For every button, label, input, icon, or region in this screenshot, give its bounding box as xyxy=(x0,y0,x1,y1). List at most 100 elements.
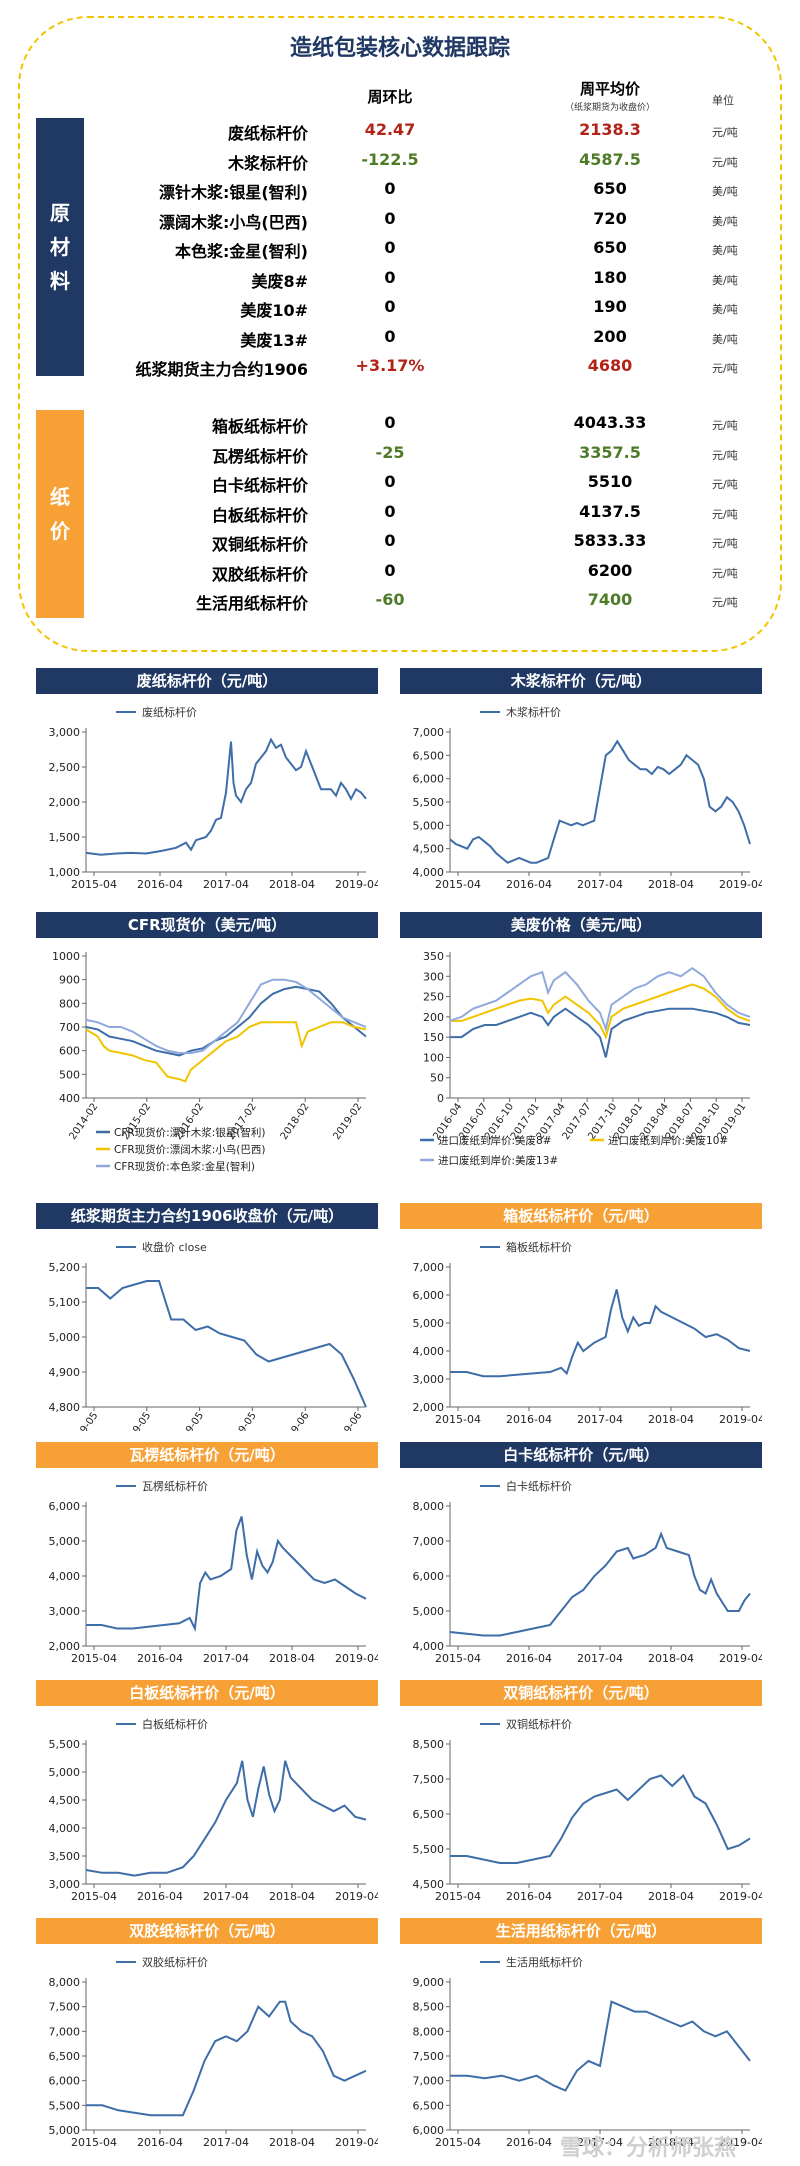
x-tick-label: 2015-04 xyxy=(71,2136,117,2149)
x-tick-label: 2017-04 xyxy=(577,1652,623,1665)
y-tick-label: 6,000 xyxy=(413,1570,445,1583)
y-tick-label: 100 xyxy=(423,1051,444,1064)
legend-label: 白板纸标杆价 xyxy=(142,1717,208,1731)
y-tick-label: 5,500 xyxy=(49,1738,81,1751)
y-tick-label: 350 xyxy=(423,950,444,963)
row-unit: 元/吨 xyxy=(712,155,738,169)
y-tick-label: 5,500 xyxy=(413,1843,445,1856)
x-tick-label: 2015-04 xyxy=(71,1890,117,1903)
x-tick-label: 2016-04 xyxy=(506,1413,552,1426)
x-tick-label: 2017-04 xyxy=(203,1652,249,1665)
legend-label: 进口废纸到岸价:美废13# xyxy=(438,1154,558,1167)
y-tick-label: 2,500 xyxy=(49,761,81,774)
group-raw-materials: 原 材 料 xyxy=(36,118,84,376)
y-tick-label: 50 xyxy=(430,1072,444,1085)
chart-svg: 双铜纸标杆价 4,500 5,500 6,500 7,500 8,500 2015-04 20… xyxy=(413,1717,763,1903)
x-tick-label: 2015-04 xyxy=(435,878,481,891)
chart-title: 白板纸标杆价（元/吨） xyxy=(36,1680,378,1706)
row-avg-value: 650 xyxy=(593,238,627,257)
x-tick-label: 2015-04 xyxy=(435,1652,481,1665)
row-change-value: +3.17% xyxy=(355,356,425,375)
series-line-0 xyxy=(86,2000,367,2117)
row-unit: 元/吨 xyxy=(712,362,738,375)
y-tick-label: 1,000 xyxy=(49,866,81,879)
y-tick-label: 7,000 xyxy=(49,2025,81,2038)
legend-label: CFR现货价:漂阔木浆:小鸟(巴西) xyxy=(114,1143,265,1156)
series-line-0 xyxy=(449,1531,751,1637)
x-tick-label: 2019-04 xyxy=(719,1890,762,1903)
chart-panel-ivoryboard: 白卡纸标杆价（元/吨） 白卡纸标杆价 4,000 5,000 6,000 7,000 8,0… xyxy=(400,1442,762,1670)
y-tick-label: 6,000 xyxy=(413,1289,445,1302)
y-tick-label: 3,000 xyxy=(413,1373,445,1386)
x-tick-label: 2018-04 xyxy=(269,1890,315,1903)
x-tick-label: 2019-04 xyxy=(335,1890,378,1903)
row-unit: 元/吨 xyxy=(712,596,738,609)
y-tick-label: 5,000 xyxy=(49,1535,81,1548)
series-line-2 xyxy=(85,978,367,1054)
chart-panel-wastepaper: 废纸标杆价（元/吨） 废纸标杆价 1,000 1,500 2,000 2,500 3,000… xyxy=(36,668,378,896)
series-line-0 xyxy=(450,1007,751,1058)
row-label: 漂阔木浆:小鸟(巴西) xyxy=(158,212,308,232)
series-line-0 xyxy=(85,737,367,856)
x-tick-label: 2019-04 xyxy=(335,878,378,891)
row-unit: 元/吨 xyxy=(712,478,738,491)
row-avg-value: 720 xyxy=(593,208,627,228)
chart-panel-coated: 双铜纸标杆价（元/吨） 双铜纸标杆价 4,500 5,500 6,500 7,500 8,5… xyxy=(400,1680,762,1908)
x-tick-label: 2015-04 xyxy=(71,1652,117,1665)
y-tick-label: 2,000 xyxy=(49,1640,81,1653)
chart-svg: 0501001502002503003502016-042016-072016-… xyxy=(420,950,751,1167)
y-tick-label: 5,500 xyxy=(413,796,445,809)
x-tick-label: 2018-04 xyxy=(269,878,315,891)
legend-label: 生活用纸标杆价 xyxy=(506,1955,583,1969)
row-unit: 美/吨 xyxy=(712,185,738,198)
row-avg-value: 4043.33 xyxy=(573,413,647,432)
series-line-2 xyxy=(449,966,751,1033)
y-tick-label: 7,000 xyxy=(413,726,445,739)
x-tick-label: 2018-04 xyxy=(648,1652,694,1665)
y-tick-label: 8,000 xyxy=(413,1500,445,1513)
legend-label: CFR现货价:本色浆:金星(智利) xyxy=(114,1160,255,1173)
legend-label: 双铜纸标杆价 xyxy=(506,1717,572,1731)
legend-label: 箱板纸标杆价 xyxy=(506,1240,572,1254)
y-tick-label: 8,000 xyxy=(413,2025,445,2038)
y-tick-label: 0 xyxy=(437,1092,444,1105)
chart-svg: 白卡纸标杆价 4,000 5,000 6,000 7,000 8,000 2015-04 20… xyxy=(413,1479,763,1665)
y-tick-label: 3,000 xyxy=(49,726,81,739)
y-tick-label: 5,000 xyxy=(49,1331,81,1344)
x-tick-label: 2019-06 xyxy=(279,1410,312,1431)
row-unit: 美/吨 xyxy=(712,303,738,316)
group-raw-char: 原 xyxy=(50,201,70,225)
chart-title: 生活用纸标杆价（元/吨） xyxy=(400,1918,762,1944)
group-raw-char: 材 xyxy=(50,235,70,259)
chart-panel-tissue: 生活用纸标杆价（元/吨） 生活用纸标杆价 6,000 6,500 7,000 7,500 8… xyxy=(400,1918,762,2154)
row-label: 漂针木浆:银星(智利) xyxy=(158,183,308,202)
y-tick-label: 7,000 xyxy=(413,1535,445,1548)
y-tick-label: 900 xyxy=(59,974,80,987)
y-tick-label: 4,000 xyxy=(413,866,445,879)
row-change-value: 0 xyxy=(384,413,396,432)
y-tick-label: 2,000 xyxy=(413,1401,445,1414)
row-change-value: 0 xyxy=(384,238,396,257)
group-paper-char: 价 xyxy=(50,519,70,543)
series-line-0 xyxy=(86,1516,367,1632)
x-tick-label: 2015-04 xyxy=(435,2136,481,2149)
x-tick-label: 2017-04 xyxy=(577,1413,623,1426)
x-tick-label: 2017-04 xyxy=(577,1890,623,1903)
x-tick-label: 2019-04 xyxy=(335,2136,378,2149)
chart-panel-cfr: CFR现货价（美元/吨） 400 500 600 700 800 900 1000 2014-0… xyxy=(36,912,378,1184)
row-change-value: 0 xyxy=(384,208,396,228)
watermark: 雪球：分析师张燕 xyxy=(560,2136,737,2161)
row-label: 白板纸标杆价 xyxy=(211,505,308,525)
row-change-value: 0 xyxy=(384,297,396,316)
chart-title: 纸浆期货主力合约1906收盘价（元/吨） xyxy=(36,1203,378,1229)
series-line-0 xyxy=(450,1289,751,1378)
y-tick-label: 800 xyxy=(59,997,80,1010)
row-label: 瓦楞纸标杆价 xyxy=(211,446,308,466)
row-avg-value: 3357.5 xyxy=(579,442,641,462)
row-unit: 元/吨 xyxy=(712,507,738,521)
chart-title: 双胶纸标杆价（元/吨） xyxy=(36,1918,378,1944)
chart-svg: 瓦楞纸标杆价 2,000 3,000 4,000 5,000 6,000 2015-04 20… xyxy=(49,1479,379,1665)
x-tick-label: 2018-04 xyxy=(648,2136,694,2149)
x-tick-label: 2016-04 xyxy=(137,1652,183,1665)
legend-label: 废纸标杆价 xyxy=(142,705,197,719)
